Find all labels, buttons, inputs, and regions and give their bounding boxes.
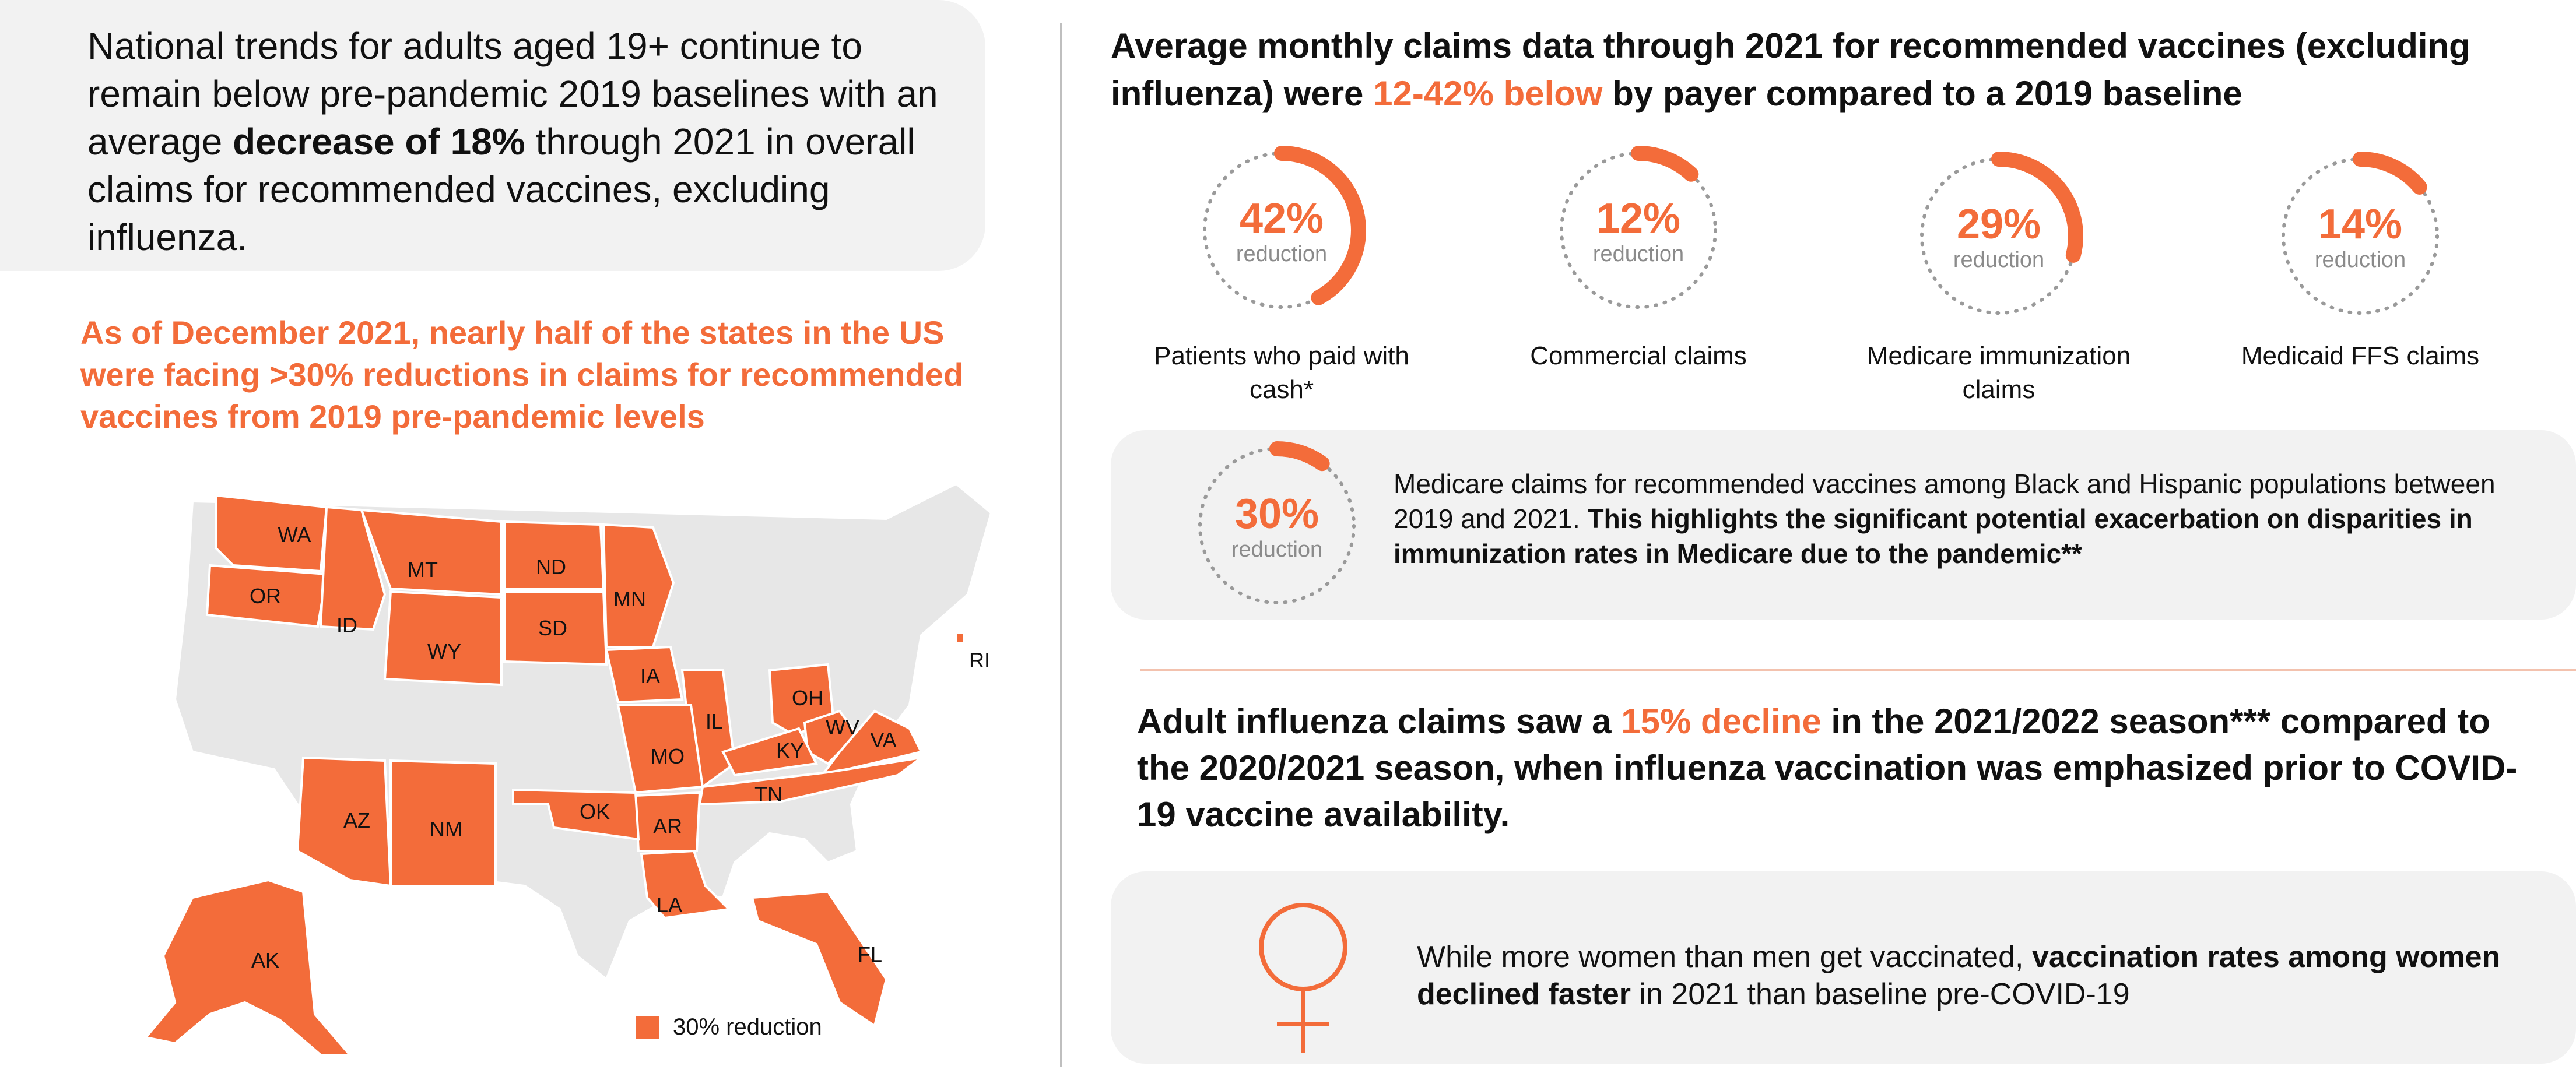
state-mn — [602, 523, 675, 648]
medicare-text-1: Medicare claims for recommended vaccines… — [1394, 469, 2496, 534]
label-wv: WV — [826, 715, 859, 739]
state-id — [319, 505, 387, 631]
ring-medicaid-label: Medicaid FFS claims — [2241, 342, 2480, 370]
claims-heading-1: Average monthly claims data through 2021… — [1111, 26, 2470, 113]
ring-medicare-value: 29% — [1956, 201, 2041, 248]
label-sd: SD — [538, 616, 567, 640]
state-ia — [605, 645, 684, 704]
state-va — [819, 709, 923, 778]
ring-medicare-sub: reduction — [1953, 248, 2045, 272]
label-nm: NM — [430, 817, 462, 841]
label-mt: MT — [408, 558, 438, 582]
claims-heading-2: by payer compared to a 2019 baseline — [1602, 74, 2242, 113]
state-ak — [143, 878, 353, 1056]
ring-cash-sub: reduction — [1236, 242, 1328, 266]
label-va: VA — [870, 728, 896, 752]
label-ar: AR — [653, 814, 682, 838]
legend-swatch — [636, 1015, 659, 1039]
ring-disparity-sub: reduction — [1231, 537, 1323, 562]
ring-disparity-value: 30% — [1234, 491, 1319, 537]
flu-text-2: in the 2021/2022 season*** compared to t… — [1137, 702, 2518, 834]
flu-text-1: Adult influenza claims saw a — [1137, 702, 1622, 741]
map-legend: 30% reduction — [636, 1014, 822, 1040]
ring-commercial-sub: reduction — [1592, 242, 1684, 266]
ring-commercial-label: Commercial claims — [1530, 342, 1747, 370]
label-la: LA — [657, 893, 682, 917]
state-ri — [955, 631, 966, 644]
label-il: IL — [706, 709, 723, 733]
ring-medicare: 29% reduction — [1911, 149, 2086, 323]
ring-commercial-value: 12% — [1596, 195, 1681, 242]
label-id: ID — [336, 613, 357, 637]
label-nd: ND — [536, 555, 566, 579]
medicare-disparity-text: Medicare claims for recommended vaccines… — [1394, 466, 2536, 571]
state-wa — [215, 494, 328, 573]
state-or — [205, 564, 328, 628]
ring-commercial: 12% reduction — [1551, 143, 1726, 318]
claims-heading-highlight: 12-42% below — [1373, 74, 1603, 113]
intro-panel: National trends for adults aged 19+ cont… — [0, 0, 985, 271]
ring-medicaid: 14% reduction — [2273, 149, 2448, 323]
state-ok — [512, 788, 640, 841]
ring-medicaid-sub: reduction — [2314, 248, 2406, 272]
ring-medicare-chart — [1914, 152, 2083, 321]
state-mt — [360, 508, 503, 596]
label-mn: MN — [613, 587, 646, 611]
state-nd — [503, 520, 605, 590]
flu-heading: Adult influenza claims saw a 15% decline… — [1137, 698, 2548, 838]
state-tn — [698, 757, 922, 806]
label-ky: KY — [776, 738, 804, 762]
state-nm — [389, 759, 497, 887]
female-symbol-icon — [1259, 903, 1347, 1053]
women-text: While more women than men get vaccinated… — [1417, 938, 2525, 1013]
state-az — [296, 756, 392, 888]
ring-cash-chart — [1197, 146, 1366, 315]
women-text-bold: vaccination rates among women declined f… — [1417, 940, 2501, 1011]
intro-text-1: National trends for adults aged 19+ cont… — [87, 25, 938, 163]
state-fl — [750, 890, 888, 1028]
section-divider — [1140, 669, 2576, 671]
women-text-2: in 2021 than baseline pre-COVID-19 — [1631, 977, 2130, 1011]
intro-bold: decrease of 18% — [233, 121, 525, 163]
ring-medicaid-value: 14% — [2318, 201, 2403, 248]
label-wy: WY — [427, 639, 461, 663]
women-text-1: While more women than men get vaccinated… — [1417, 940, 2032, 974]
ring-medicare-label: Medicare immunization claims — [1866, 342, 2131, 404]
ring-disparity-chart — [1192, 441, 1361, 610]
label-wa: WA — [278, 523, 311, 547]
ring-disparity: 30% reduction — [1189, 438, 1364, 613]
intro-text-2: through 2021 in overall claims for recom… — [87, 121, 915, 258]
label-ri: RI — [969, 648, 990, 672]
label-tn: TN — [754, 782, 782, 806]
label-ok: OK — [580, 800, 610, 824]
state-ky — [721, 727, 819, 777]
label-fl: FL — [858, 942, 882, 966]
medicare-text-bold: This highlights the significant potentia… — [1394, 504, 2473, 569]
column-divider — [1060, 23, 1062, 1067]
label-ak: AK — [251, 948, 279, 972]
map-heading: As of December 2021, nearly half of the … — [80, 314, 964, 435]
ring-cash-value: 42% — [1239, 195, 1324, 242]
state-wy — [383, 590, 503, 687]
us-states-map: WA OR ID MT WY ND SD MN IA IL MO AR LA O… — [143, 482, 993, 1056]
claims-heading: Average monthly claims data through 2021… — [1111, 22, 2545, 118]
ring-medicaid-chart — [2276, 152, 2445, 321]
label-oh: OH — [792, 686, 823, 710]
state-la — [640, 849, 732, 920]
state-sd — [503, 590, 608, 666]
label-az: AZ — [343, 808, 370, 832]
flu-highlight: 15% decline — [1621, 702, 1822, 741]
ring-commercial-chart — [1554, 146, 1723, 315]
label-or: OR — [250, 584, 281, 608]
ring-cash: 42% reduction — [1194, 143, 1369, 318]
ring-cash-label: Patients who paid with cash* — [1154, 342, 1409, 404]
label-mo: MO — [651, 744, 685, 768]
women-panel — [1111, 871, 2576, 1064]
legend-label: 30% reduction — [673, 1014, 822, 1040]
label-ia: IA — [640, 664, 660, 688]
